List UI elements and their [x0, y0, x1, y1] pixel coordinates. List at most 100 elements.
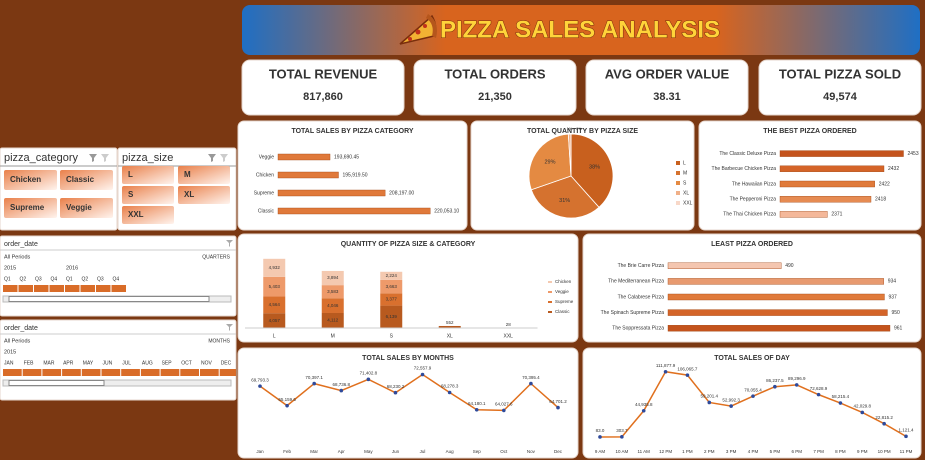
- data-label: 29%: [545, 159, 556, 165]
- slicer-button[interactable]: [122, 186, 174, 204]
- marker: [366, 377, 371, 382]
- x-tick-label: Sep: [473, 449, 482, 454]
- timeline-cell[interactable]: [121, 369, 140, 376]
- marker: [620, 435, 624, 439]
- marker: [420, 372, 425, 377]
- timeline-year: 2015: [4, 349, 16, 355]
- scrollbar-thumb[interactable]: [8, 296, 210, 302]
- timeline-cell[interactable]: [62, 369, 81, 376]
- kpi-value: 49,574: [823, 91, 858, 103]
- marker: [794, 383, 799, 387]
- kpi-value: 38.31: [653, 91, 681, 103]
- timeline-cell[interactable]: [34, 285, 49, 292]
- panel: [241, 59, 405, 116]
- data-label: 68,736.8: [333, 382, 351, 387]
- x-tick-label: 11 AM: [637, 449, 650, 454]
- timeline-cell[interactable]: [3, 285, 18, 292]
- slicer-item: S: [128, 190, 134, 199]
- timeline-cell[interactable]: [22, 369, 42, 376]
- timeline-period: Q2: [20, 276, 27, 282]
- timeline-cell[interactable]: [18, 285, 34, 292]
- category-label: The Hawaiian Pizza: [732, 181, 776, 187]
- data-label: 3,663: [386, 284, 398, 289]
- bar: [779, 180, 875, 188]
- legend-label: Chicken: [555, 279, 572, 284]
- slicer-button[interactable]: [60, 170, 113, 190]
- legend-swatch: [548, 281, 552, 283]
- data-label: 208,197.00: [389, 190, 414, 196]
- x-tick-label: 7 PM: [813, 449, 824, 454]
- marker: [474, 407, 479, 412]
- category-label: The Soppressata Pizza: [612, 326, 664, 332]
- slicer-item: XL: [184, 190, 194, 199]
- slicer-button[interactable]: [178, 166, 230, 184]
- filter-icon: [208, 154, 216, 162]
- slicer-button[interactable]: [122, 166, 174, 184]
- data-label: 3,894: [327, 275, 339, 280]
- timeline-cell[interactable]: [96, 285, 111, 292]
- timeline-cell[interactable]: [101, 369, 121, 376]
- x-tick-label: XXL: [504, 333, 514, 339]
- slicer-button[interactable]: [4, 170, 57, 190]
- legend-swatch: [676, 161, 680, 165]
- x-tick-label: 4 PM: [748, 449, 759, 454]
- timeline-title: order_date: [4, 325, 38, 332]
- slicer-button[interactable]: [122, 206, 174, 224]
- slicer-button[interactable]: [178, 186, 230, 204]
- bar-segment: [263, 296, 286, 314]
- slicer-item: Classic: [66, 175, 95, 184]
- x-tick-label: 2 PM: [704, 449, 715, 454]
- timeline-cell[interactable]: [219, 369, 239, 376]
- chart-title: TOTAL SALES BY MONTHS: [362, 355, 454, 362]
- category-label: Veggie: [259, 154, 275, 160]
- timeline-cell[interactable]: [3, 369, 22, 376]
- timeline-level: QUARTERS: [202, 254, 230, 260]
- timeline-cell[interactable]: [80, 285, 96, 292]
- x-tick-label: 8 PM: [835, 449, 846, 454]
- filter-icon: [226, 240, 233, 247]
- timeline-cell[interactable]: [140, 369, 160, 376]
- x-tick-label: Apr: [338, 449, 346, 454]
- timeline-cell[interactable]: [42, 369, 62, 376]
- timeline-cell[interactable]: [65, 285, 80, 292]
- data-label: 2418: [875, 197, 886, 203]
- data-label: 38%: [589, 164, 600, 170]
- legend-swatch: [676, 201, 680, 205]
- kpi-value: 817,860: [303, 91, 343, 103]
- pie-slice: [570, 133, 614, 208]
- data-label: 4,112: [327, 318, 338, 323]
- marker: [751, 394, 755, 398]
- bar: [277, 171, 339, 179]
- category-label: The Thai Chicken Pizza: [723, 212, 776, 218]
- bar-segment: [263, 258, 286, 277]
- legend-label: S: [683, 180, 687, 186]
- timeline-cell[interactable]: [81, 369, 101, 376]
- timeline-cell[interactable]: [180, 369, 199, 376]
- timeline-cell[interactable]: [49, 285, 65, 292]
- timeline-filter: All Periods: [4, 338, 31, 344]
- timeline-period: FEB: [24, 360, 34, 366]
- data-label: 86,237.5: [766, 378, 784, 383]
- slicer-button[interactable]: [4, 198, 57, 218]
- x-tick-label: M: [331, 333, 335, 339]
- timeline-period: SEP: [162, 360, 173, 366]
- timeline-period: MAR: [43, 360, 55, 366]
- slicer-button[interactable]: [60, 198, 113, 218]
- bar: [779, 211, 828, 218]
- data-label: 4,057: [269, 318, 281, 323]
- x-tick-label: S: [390, 333, 394, 339]
- timeline-track: JAN FEB MAR APR MAY JUN JUL AUG SEP OCT NOV DEC: [3, 360, 239, 376]
- data-label: 6,139: [386, 314, 398, 319]
- chart-title: TOTAL QUANTITY BY PIZZA SIZE: [527, 128, 638, 135]
- legend-label: Supreme: [555, 299, 574, 304]
- timeline-period: Q3: [35, 276, 42, 282]
- scrollbar-thumb[interactable]: [8, 380, 105, 386]
- timeline-cell[interactable]: [200, 369, 219, 376]
- marker: [258, 384, 262, 388]
- x-tick-label: XL: [447, 333, 453, 339]
- timeline-cell[interactable]: [111, 285, 127, 292]
- timeline-year: 2015: [4, 265, 16, 271]
- legend-label: Classic: [555, 309, 570, 314]
- timeline-cell[interactable]: [160, 369, 180, 376]
- timeline-level: MONTHS: [208, 338, 230, 344]
